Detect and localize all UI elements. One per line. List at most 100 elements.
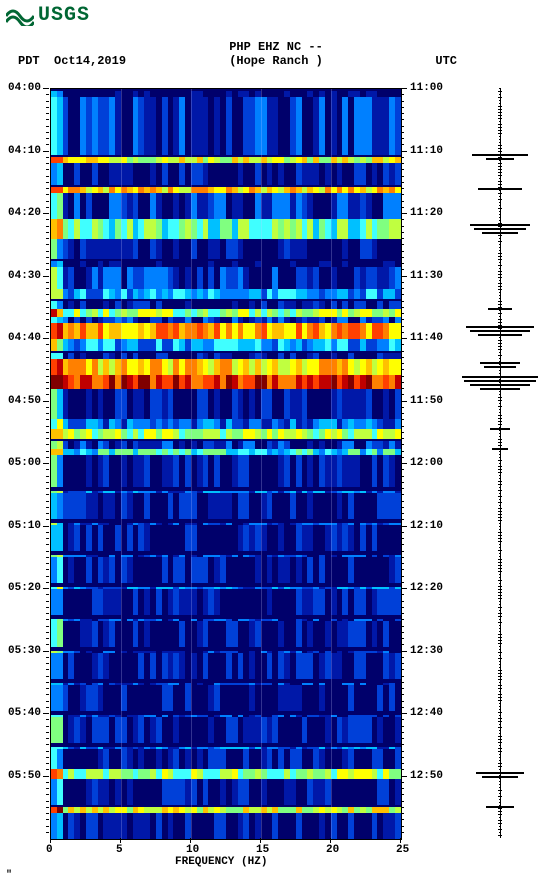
waveform-trace	[460, 88, 540, 838]
spectrogram-row	[51, 97, 401, 155]
y-left-label: 05:40	[8, 707, 41, 719]
x-label: 0	[46, 844, 53, 856]
x-label: 20	[326, 844, 339, 856]
spectrogram-row	[51, 259, 401, 267]
waveform-event	[470, 384, 530, 386]
spectrogram-row	[51, 455, 401, 487]
waveform-event	[490, 428, 510, 430]
waveform-event	[482, 232, 518, 234]
spectrogram-row	[51, 589, 401, 615]
y-left-label: 04:30	[8, 270, 41, 282]
waveform-event	[470, 330, 530, 332]
gridline	[191, 89, 192, 839]
spectrogram-row	[51, 769, 401, 779]
waveform-event	[462, 376, 538, 378]
waveform-event	[486, 158, 514, 160]
x-label: 25	[396, 844, 409, 856]
logo-text: USGS	[38, 4, 90, 27]
station-code: PHP EHZ NC --	[0, 40, 552, 54]
spectrogram-row	[51, 493, 401, 519]
spectrogram-row	[51, 439, 401, 447]
spectrogram-row	[51, 779, 401, 805]
y-right-label: 12:40	[410, 707, 443, 719]
gridline	[331, 89, 332, 839]
footer-mark: "	[6, 870, 12, 881]
spectrogram-row	[51, 525, 401, 551]
y-left-label: 04:40	[8, 332, 41, 344]
waveform-event	[470, 224, 530, 226]
waveform-event	[474, 228, 526, 230]
y-left-label: 04:10	[8, 145, 41, 157]
y-right-label: 12:50	[410, 770, 443, 782]
y-right-label: 11:50	[410, 395, 443, 407]
y-left-label: 04:20	[8, 207, 41, 219]
y-right-label: 11:00	[410, 82, 443, 94]
usgs-wave-icon	[6, 6, 34, 26]
gridline	[261, 89, 262, 839]
tz-left: PDT	[18, 54, 40, 68]
spectrogram-row	[51, 193, 401, 219]
spectrogram-row	[51, 447, 401, 455]
waveform-event	[478, 334, 522, 336]
spectrogram	[50, 88, 402, 840]
spectrogram-row	[51, 351, 401, 359]
spectrogram-row	[51, 315, 401, 323]
spectrogram-row	[51, 267, 401, 289]
y-left-label: 05:30	[8, 645, 41, 657]
y-right-label: 12:00	[410, 457, 443, 469]
y-left-label: 05:20	[8, 582, 41, 594]
waveform-event	[464, 380, 536, 382]
spectrogram-row	[51, 89, 401, 97]
spectrogram-row	[51, 299, 401, 307]
spectrogram-row	[51, 185, 401, 193]
waveform-event	[482, 776, 518, 778]
waveform-event	[472, 154, 528, 156]
y-left-label: 05:50	[8, 770, 41, 782]
waveform-event	[484, 366, 516, 368]
spectrogram-row	[51, 717, 401, 743]
spectrogram-row	[51, 289, 401, 299]
spectrogram-row	[51, 813, 401, 839]
spectrogram-row	[51, 163, 401, 185]
spectrogram-row	[51, 219, 401, 239]
x-label: 10	[186, 844, 199, 856]
spectrogram-row	[51, 323, 401, 339]
spectrogram-row	[51, 419, 401, 429]
waveform-event	[476, 772, 524, 774]
spectrogram-row	[51, 375, 401, 389]
waveform-event	[478, 188, 522, 190]
y-right-label: 11:40	[410, 332, 443, 344]
y-right-label: 11:20	[410, 207, 443, 219]
waveform-event	[480, 362, 520, 364]
spectrogram-row	[51, 389, 401, 419]
x-label: 15	[256, 844, 269, 856]
y-left-label: 04:00	[8, 82, 41, 94]
spectrogram-row	[51, 359, 401, 375]
tz-right: UTC	[435, 54, 457, 68]
spectrogram-row	[51, 557, 401, 583]
spectrogram-row	[51, 685, 401, 711]
y-right-label: 12:20	[410, 582, 443, 594]
x-label: 5	[116, 844, 123, 856]
spectrogram-row	[51, 805, 401, 813]
date: Oct14,2019	[54, 54, 126, 68]
spectrogram-row	[51, 429, 401, 439]
waveform-event	[488, 308, 512, 310]
y-right-label: 11:30	[410, 270, 443, 282]
y-right-label: 11:10	[410, 145, 443, 157]
waveform-event	[480, 388, 520, 390]
spectrogram-row	[51, 239, 401, 259]
x-axis-title: FREQUENCY (HZ)	[175, 856, 267, 868]
spectrogram-row	[51, 339, 401, 351]
usgs-logo: USGS	[6, 4, 90, 27]
header-left: PDT Oct14,2019	[18, 54, 126, 68]
waveform-event	[492, 448, 508, 450]
y-right-label: 12:10	[410, 520, 443, 532]
waveform-event	[486, 806, 514, 808]
spectrogram-row	[51, 749, 401, 769]
spectrogram-row	[51, 307, 401, 315]
y-left-label: 04:50	[8, 395, 41, 407]
waveform-event	[466, 326, 534, 328]
spectrogram-row	[51, 155, 401, 163]
gridline	[121, 89, 122, 839]
